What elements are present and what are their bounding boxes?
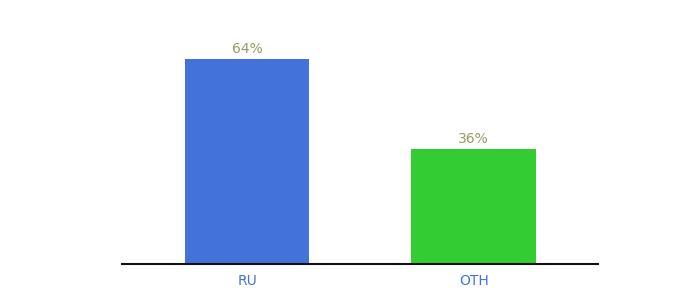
Text: 64%: 64%	[232, 42, 262, 56]
Bar	[411, 149, 536, 264]
Text: 36%: 36%	[458, 132, 489, 145]
Bar	[185, 59, 309, 264]
